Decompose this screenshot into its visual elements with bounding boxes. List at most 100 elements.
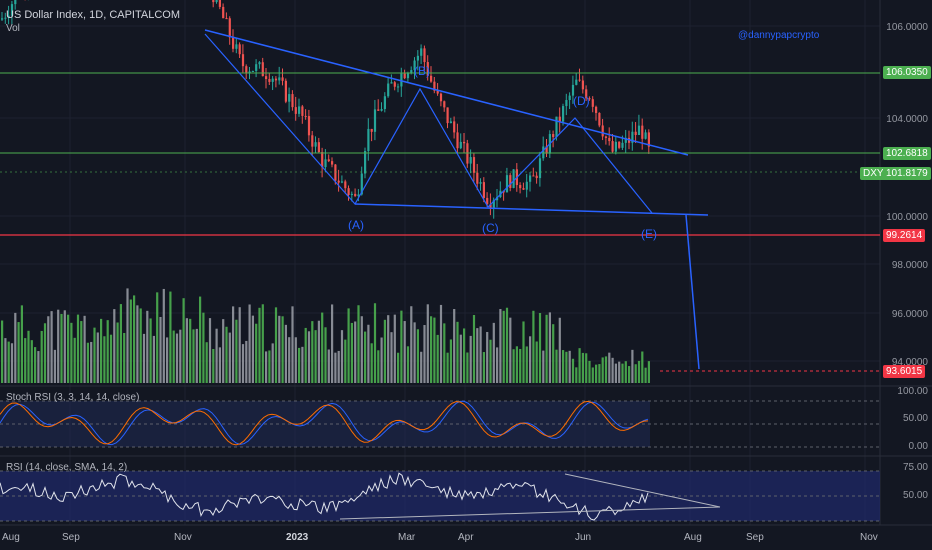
rsi-tick: 75.00 xyxy=(902,462,928,473)
candle-body xyxy=(426,62,429,76)
volume-bar xyxy=(50,311,53,383)
rsi-tick: 50.00 xyxy=(902,490,928,501)
candle-body xyxy=(278,77,281,81)
candle-body xyxy=(545,146,548,154)
volume-bar xyxy=(436,334,439,383)
volume-bar xyxy=(14,312,17,383)
volume-bar xyxy=(565,351,568,383)
volume-bar xyxy=(545,314,548,383)
volume-bar xyxy=(37,351,40,383)
volume-bar xyxy=(377,350,380,383)
volume-bar xyxy=(152,335,155,383)
volume-bar xyxy=(555,349,558,383)
volume-bar xyxy=(628,366,631,383)
price-tag-resistance: 106.0350 xyxy=(883,66,931,79)
volume-bar xyxy=(552,324,555,383)
volume-bar xyxy=(113,309,116,383)
candle-body xyxy=(416,55,419,61)
volume-bar xyxy=(271,343,274,383)
volume-bar xyxy=(129,299,132,383)
price-tick: 94.0000 xyxy=(891,357,928,368)
candle-body xyxy=(631,131,634,143)
volume-bar xyxy=(307,331,311,383)
candle-body xyxy=(430,75,433,82)
volume-bar xyxy=(60,313,63,383)
volume-bar xyxy=(618,361,621,383)
volume-bar xyxy=(400,310,403,383)
volume-bar xyxy=(585,353,588,383)
candle-body xyxy=(558,116,561,122)
volume-bar xyxy=(578,348,581,383)
volume-bar xyxy=(575,367,578,383)
volume-bar xyxy=(20,305,23,383)
candle-body xyxy=(644,132,647,139)
volume-bar xyxy=(202,312,205,383)
candle-body xyxy=(268,78,271,82)
candle-body xyxy=(1,18,4,20)
rsi-line xyxy=(0,472,649,521)
volume-bar xyxy=(1,320,4,383)
candle-body xyxy=(390,82,393,84)
candle-body xyxy=(492,200,495,209)
volume-bar xyxy=(472,315,476,383)
volume-bar xyxy=(241,344,245,383)
volume-bar xyxy=(634,364,637,383)
volume-bar xyxy=(426,304,429,383)
candle-body xyxy=(529,175,532,182)
candle-body xyxy=(215,0,218,3)
volume-bar xyxy=(347,308,350,383)
volume-bar xyxy=(568,350,571,383)
volume-bar xyxy=(535,341,538,383)
candle-body xyxy=(383,96,386,110)
stoch-rsi-title[interactable]: Stoch RSI (3, 3, 14, 14, close) xyxy=(6,392,140,403)
volume-bar xyxy=(370,343,373,383)
volume-bar xyxy=(357,305,360,383)
volume-bar xyxy=(641,351,644,383)
volume-bar xyxy=(482,352,485,383)
volume-bar xyxy=(304,327,307,383)
volume-bar xyxy=(17,322,20,383)
candle-body xyxy=(350,193,353,195)
volume-bar xyxy=(103,336,106,383)
candle-body xyxy=(212,0,215,3)
candle-body xyxy=(641,125,644,139)
volume-bar xyxy=(284,324,287,383)
candle-body xyxy=(486,197,489,205)
candle-body xyxy=(301,106,304,116)
volume-bar xyxy=(456,321,459,383)
candle-body xyxy=(340,181,344,183)
candle-body xyxy=(311,135,314,147)
volume-bar xyxy=(631,349,634,383)
candle-body xyxy=(397,86,400,88)
volume-bar xyxy=(601,357,604,383)
candle-body xyxy=(489,204,492,209)
symbol-title[interactable]: US Dollar Index, 1D, CAPITALCOM xyxy=(6,9,181,21)
rsi-title[interactable]: RSI (14, close, SMA, 14, 2) xyxy=(6,462,128,473)
price-tick: 98.0000 xyxy=(891,260,928,271)
volume-bar xyxy=(413,322,416,383)
candle-body xyxy=(469,157,472,164)
volume-bar xyxy=(344,339,347,383)
volume-bar xyxy=(93,327,96,383)
stoch-k-line xyxy=(0,400,649,446)
candle-body xyxy=(555,116,558,138)
candle-body xyxy=(364,150,367,174)
candle-body xyxy=(357,194,360,197)
volume-bar xyxy=(469,335,472,383)
candle-body xyxy=(535,175,538,179)
candle-body xyxy=(271,78,274,82)
candle-body xyxy=(459,141,462,149)
candle-body xyxy=(265,76,268,79)
candle-body xyxy=(525,181,528,190)
price-tag-current: 101.8179 xyxy=(883,167,931,180)
volume-bar xyxy=(83,315,86,383)
candle-body xyxy=(373,109,377,132)
volume-bar xyxy=(47,316,50,383)
volume-bar xyxy=(466,352,469,383)
volume-bar xyxy=(133,295,136,383)
candle-body xyxy=(647,132,650,147)
candle-body xyxy=(218,0,221,7)
price-tick: 106.0000 xyxy=(886,22,928,33)
